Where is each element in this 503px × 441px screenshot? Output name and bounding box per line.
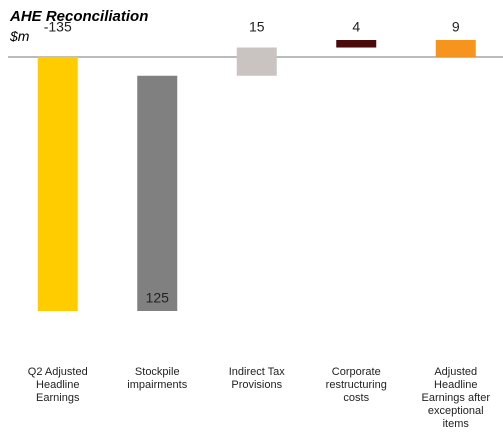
category-label: Indirect Tax Provisions: [228, 366, 285, 391]
value-label: 125: [146, 290, 170, 306]
category-label: Corporate restructuring costs: [325, 366, 387, 404]
bar: [336, 40, 377, 48]
value-label: -135: [44, 19, 72, 35]
chart-title: AHE Reconciliation: [10, 8, 149, 25]
bar: [236, 47, 277, 76]
bar: [137, 75, 178, 311]
category-label: Stockpile impairments: [127, 366, 188, 391]
category-label: Adjusted Headline Earnings after excepti…: [421, 366, 490, 430]
category-label: Q2 Adjusted Headline Earnings: [27, 366, 88, 404]
value-label: 15: [249, 19, 265, 35]
chart-subtitle: $m: [10, 28, 30, 44]
value-label: 9: [452, 19, 460, 35]
value-label: 4: [352, 19, 360, 35]
bar: [37, 56, 78, 311]
bar: [435, 40, 476, 57]
